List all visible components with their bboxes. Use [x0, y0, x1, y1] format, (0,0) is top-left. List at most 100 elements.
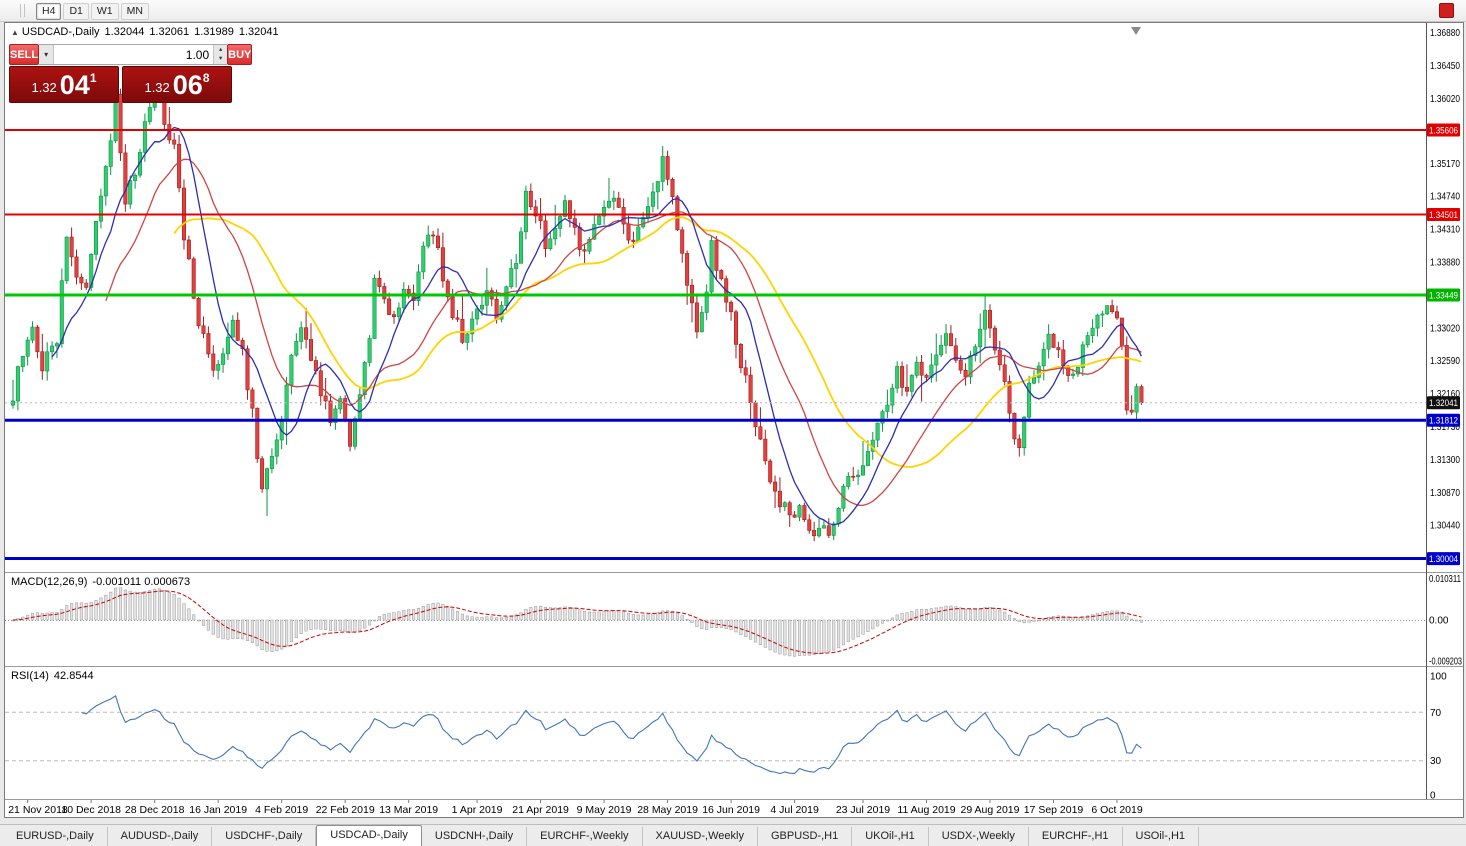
macd-bar	[143, 591, 147, 621]
price-badge	[1427, 288, 1460, 302]
macd-indicator-label: MACD(12,26,9) -0.001011 0.000673	[11, 576, 190, 588]
macd-bar	[162, 589, 166, 621]
macd-bar	[739, 619, 743, 635]
toolbar-red-indicator-icon[interactable]	[1439, 3, 1454, 18]
macd-bar	[827, 619, 831, 652]
tab-gbpusd-h1[interactable]: GBPUSD-,H1	[758, 827, 853, 846]
tab-eurchf-h1[interactable]: EURCHF-,H1	[1029, 827, 1123, 846]
candle-body	[299, 327, 304, 342]
candle-body	[455, 317, 460, 320]
macd-bar	[65, 605, 69, 621]
candle-body	[338, 398, 343, 410]
buy-button[interactable]: BUY	[227, 44, 253, 65]
candle-body	[665, 156, 670, 180]
macd-bar	[822, 619, 826, 653]
candle-body	[377, 277, 382, 287]
tab-ukoil-h1[interactable]: UKOil-,H1	[852, 827, 929, 846]
chart-shift-marker-icon[interactable]	[1131, 27, 1141, 35]
macd-bar	[1047, 616, 1051, 621]
candle-body	[35, 326, 40, 353]
candle-body	[431, 234, 436, 237]
macd-bar	[1042, 618, 1046, 621]
date-label: 28 May 2019	[637, 804, 698, 816]
timeframe-mn[interactable]: MN	[120, 3, 149, 20]
volume-input[interactable]	[54, 45, 214, 64]
tab-usdcnh-daily[interactable]: USDCNH-,Daily	[422, 827, 528, 846]
spin-down-icon[interactable]: ▾	[218, 55, 223, 62]
macd-bar	[631, 614, 635, 621]
macd-signal-line	[12, 590, 1142, 654]
candle-body	[523, 190, 528, 233]
timeframe-h4[interactable]: H4	[36, 3, 62, 20]
macd-bar	[778, 619, 782, 655]
macd-bar	[895, 614, 899, 621]
sell-button[interactable]: SELL	[9, 44, 40, 65]
macd-bar	[587, 611, 591, 621]
macd-bar	[304, 619, 308, 632]
macd-bar	[1120, 611, 1124, 621]
candle-body	[900, 366, 905, 388]
buy-price-display[interactable]: 1.32 06 8	[122, 66, 232, 103]
macd-bar	[280, 619, 284, 650]
candle-body	[54, 343, 59, 347]
macd-bar	[832, 619, 836, 651]
one-click-panel-toggle-icon[interactable]: ▲	[11, 28, 19, 37]
candle-body	[631, 239, 636, 242]
macd-bar	[99, 597, 103, 621]
tab-eurusd-daily[interactable]: EURUSD-,Daily	[3, 827, 108, 846]
tab-audusd-daily[interactable]: AUDUSD-,Daily	[108, 827, 213, 846]
price-tick-label: 1.32590	[1430, 356, 1460, 367]
chart-window: 1.36880 1.36450 1.36020 1.35170 1.34740 1.343…	[4, 22, 1464, 818]
volume-dropdown-arrow-icon[interactable]: ▾	[39, 45, 55, 64]
candle-body	[416, 271, 421, 301]
macd-bar	[1115, 610, 1119, 621]
candle-body	[138, 152, 143, 176]
macd-bar	[626, 612, 631, 621]
macd-bar	[441, 604, 445, 621]
macd-bar	[104, 594, 108, 621]
price-tick-label: 1.36450	[1430, 61, 1460, 72]
volume-spinner[interactable]: ▴ ▾	[213, 45, 228, 64]
candle-body	[426, 234, 431, 247]
macd-bar	[431, 603, 435, 621]
macd-bar	[426, 604, 430, 621]
tab-usdcad-daily[interactable]: USDCAD-,Daily	[316, 825, 422, 846]
tab-usoil-h1[interactable]: USOil-,H1	[1123, 827, 1200, 846]
tab-xauusd-weekly[interactable]: XAUUSD-,Weekly	[643, 827, 758, 846]
macd-bar	[539, 605, 543, 621]
candle-body	[763, 438, 768, 462]
timeframe-w1[interactable]: W1	[90, 3, 119, 20]
macd-bar	[30, 612, 35, 621]
spin-up-icon[interactable]: ▴	[218, 46, 223, 53]
tab-usdchf-daily[interactable]: USDCHF-,Daily	[212, 827, 317, 846]
candle-body	[479, 304, 484, 310]
toolbar-grip[interactable]	[20, 4, 25, 17]
tab-eurchf-weekly[interactable]: EURCHF-,Weekly	[527, 827, 643, 846]
macd-bar	[133, 591, 137, 621]
chart-canvas[interactable]: 1.36880 1.36450 1.36020 1.35170 1.34740 1.343…	[5, 23, 1463, 817]
macd-bar	[324, 619, 328, 630]
candle-body	[362, 362, 367, 395]
macd-bar	[45, 612, 49, 621]
candle-body	[1002, 364, 1007, 382]
candle-body	[465, 333, 470, 343]
sell-price-display[interactable]: 1.32 04 1	[9, 66, 119, 103]
buy-price-pips: 06	[172, 69, 203, 100]
candle-body	[1115, 311, 1120, 319]
candle-body	[895, 366, 900, 389]
macd-bar	[675, 612, 679, 621]
timeframe-d1[interactable]: D1	[63, 3, 89, 20]
candle-body	[79, 276, 84, 284]
tab-usdx-weekly[interactable]: USDX-,Weekly	[929, 827, 1029, 846]
candle-body	[543, 220, 548, 250]
candle-body	[567, 200, 572, 219]
macd-bar	[1012, 618, 1016, 621]
macd-bar	[846, 619, 850, 643]
macd-bar	[763, 619, 767, 648]
macd-bar	[573, 607, 577, 621]
candle-body	[768, 460, 773, 483]
candle-body	[694, 302, 699, 333]
macd-bar	[436, 602, 440, 621]
macd-bar	[1022, 619, 1026, 624]
